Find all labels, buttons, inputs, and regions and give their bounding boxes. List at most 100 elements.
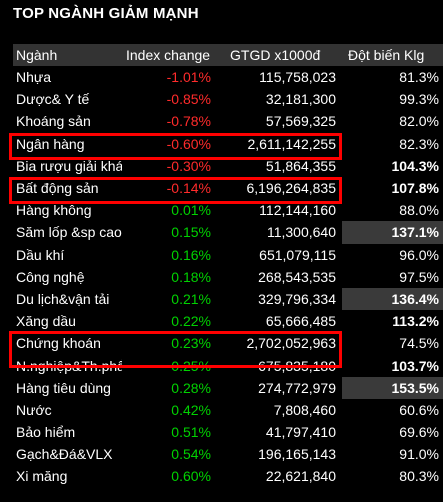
table-row[interactable]: Hàng tiêu dùng 0.28% 274,772,979 153.5% [13,376,443,399]
trading-value: 11,300,640 [266,224,336,241]
volume-spike: 88.0% [399,202,439,219]
volume-spike: 96.0% [399,246,439,263]
trading-value: 2,611,142,255 [247,135,337,152]
index-change: 0.16% [171,246,211,263]
index-change: 0.21% [171,290,211,307]
volume-spike: 74.5% [399,335,439,352]
volume-spike: 103.7% [391,357,439,374]
column-header-trading-value[interactable]: GTGD x1000đ [219,44,342,66]
volume-spike: 60.6% [399,401,439,418]
index-change: 0.18% [171,268,211,285]
trading-value: 57,569,325 [265,113,336,130]
index-change: 0.60% [171,468,211,485]
trading-value: 22,621,840 [265,468,336,485]
trading-value: 2,702,052,963 [246,335,336,352]
index-change: 0.22% [171,313,211,330]
volume-spike: 82.3% [399,135,439,152]
table-header: Ngành Index change GTGD x1000đ Đột biến … [13,44,443,66]
index-change: 0.01% [171,202,211,219]
table-row[interactable]: Bảo hiểm 0.51% 41,797,410 69.6% [13,421,443,443]
trading-value: 329,796,334 [258,290,336,307]
trading-value: 32,181,300 [265,91,336,108]
trading-value: 651,079,115 [259,246,336,263]
volume-spike: 113.2% [392,313,439,330]
sector-name: Hàng tiêu dùng [16,379,111,396]
index-change: -1.01% [166,69,211,86]
sector-name: Công nghệ [16,268,85,285]
index-change: -0.60% [166,135,211,152]
sector-name: Săm lốp &sp cao su [16,224,122,241]
table-row[interactable]: Xi măng 0.60% 22,621,840 80.3% [13,465,443,487]
sector-table: Ngành Index change GTGD x1000đ Đột biến … [13,44,443,488]
trading-value: 6,196,264,835 [246,180,336,197]
sector-name: Dược& Y tế [16,91,90,108]
sector-name: Bia rượu giải khát [16,157,122,174]
table-row[interactable]: Du lịch&vận tải 0.21% 329,796,334 136.4% [13,287,443,311]
table-row[interactable]: Bia rượu giải khát -0.30% 51,864,355 104.3% [13,155,443,177]
sector-name: Hàng không [16,202,92,219]
table-row[interactable]: N.nghiệp&Th.phẩm 0.25% 675,835,180 103.7% [13,354,443,376]
volume-spike: 107.8% [391,180,439,197]
sector-name: Chứng khoán [16,335,101,352]
sector-name: Nhựa [16,69,52,86]
sector-name: Du lịch&vận tải [16,290,110,307]
sector-name: Gạch&Đá&VLX [16,446,113,463]
trading-value: 7,808,460 [273,401,336,418]
trading-value: 274,772,979 [258,379,336,396]
index-change: 0.54% [171,446,211,463]
volume-spike: 97.5% [399,268,439,285]
table-row[interactable]: Dầu khí 0.16% 651,079,115 96.0% [13,244,443,266]
trading-value: 41,797,410 [265,424,336,441]
volume-spike: 80.3% [399,468,439,485]
sector-name: Ngân hàng [16,135,85,152]
table-row[interactable]: Nhựa -1.01% 115,758,023 81.3% [13,66,443,88]
volume-spike: 99.3% [399,91,439,108]
table-row[interactable]: Bất động sản -0.14% 6,196,264,835 107.8% [13,177,443,199]
table-row[interactable]: Công nghệ 0.18% 268,543,535 97.5% [13,266,443,288]
volume-spike: 81.3% [399,69,439,86]
trading-value: 196,165,143 [258,446,336,463]
volume-spike: 136.4% [342,287,443,311]
index-change: -0.30% [166,157,211,174]
table-row[interactable]: Xăng dầu 0.22% 65,666,485 113.2% [13,310,443,332]
sector-name: Xi măng [16,468,68,485]
volume-spike: 104.3% [391,157,439,174]
trading-value: 65,666,485 [265,313,336,330]
sector-name: Bất động sản [16,180,99,197]
sector-name: Nước [16,401,52,418]
table-row[interactable]: Gạch&Đá&VLX 0.54% 196,165,143 91.0% [13,443,443,465]
table-row[interactable]: Khoáng sản -0.78% 57,569,325 82.0% [13,110,443,132]
index-change: 0.15% [171,224,211,241]
column-header-volume-spike[interactable]: Đột biến Klg [342,44,443,66]
volume-spike: 91.0% [399,446,439,463]
index-change: -0.14% [166,180,211,197]
sector-name: Khoáng sản [16,113,91,130]
table-row[interactable]: Nước 0.42% 7,808,460 60.6% [13,399,443,421]
volume-spike: 137.1% [342,221,443,244]
trading-value: 112,144,160 [259,202,336,219]
table-row[interactable]: Hàng không 0.01% 112,144,160 88.0% [13,199,443,221]
index-change: -0.85% [166,91,211,108]
sector-name: N.nghiệp&Th.phẩm [16,357,122,374]
index-change: 0.51% [171,424,211,441]
column-header-sector[interactable]: Ngành [13,44,122,66]
table-row[interactable]: Dược& Y tế -0.85% 32,181,300 99.3% [13,88,443,110]
index-change: 0.23% [171,335,211,352]
trading-value: 51,864,355 [265,157,336,174]
index-change: -0.78% [166,113,211,130]
volume-spike: 69.6% [399,424,439,441]
sector-name: Xăng dầu [16,313,76,330]
index-change: 0.25% [171,357,211,374]
table-row[interactable]: Ngân hàng -0.60% 2,611,142,255 82.3% [13,133,443,155]
volume-spike: 82.0% [399,113,439,130]
index-change: 0.42% [171,401,211,418]
page-title: TOP NGÀNH GIẢM MẠNH [13,5,199,22]
table-row[interactable]: Chứng khoán 0.23% 2,702,052,963 74.5% [13,332,443,354]
sector-name: Dầu khí [16,246,65,263]
trading-value: 268,543,535 [258,268,336,285]
index-change: 0.28% [171,379,211,396]
trading-value: 115,758,023 [259,69,336,86]
column-header-index-change[interactable]: Index change [122,44,219,66]
table-row[interactable]: Săm lốp &sp cao su 0.15% 11,300,640 137.1% [13,221,443,244]
volume-spike: 153.5% [342,376,443,399]
